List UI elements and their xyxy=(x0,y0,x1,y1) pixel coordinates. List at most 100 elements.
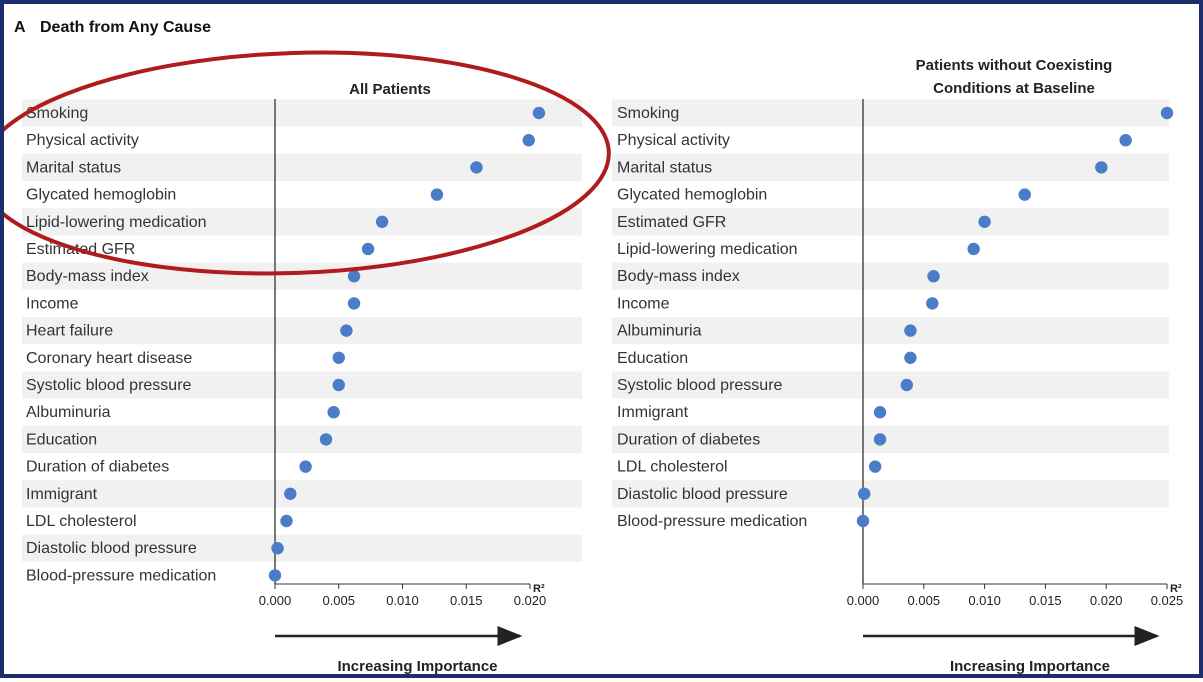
data-point xyxy=(1160,106,1174,120)
data-point xyxy=(347,297,361,310)
category-label: Glycated hemoglobin xyxy=(26,187,176,204)
panel-without-coexisting-conditions: Patients without Coexisting Conditions at… xyxy=(612,57,1183,675)
x-axis-label: R² xyxy=(533,583,545,595)
category-label: Immigrant xyxy=(617,404,689,421)
panel-title: All Patients xyxy=(349,81,431,98)
x-tick-label: 0.020 xyxy=(514,593,547,608)
row-band xyxy=(612,99,1169,127)
row-band xyxy=(22,480,582,508)
category-label: Systolic blood pressure xyxy=(26,377,192,394)
category-label: Physical activity xyxy=(26,132,139,149)
data-point xyxy=(532,106,546,120)
category-label: Marital status xyxy=(26,159,121,176)
x-tick-label: 0.000 xyxy=(259,593,292,608)
category-label: Estimated GFR xyxy=(617,214,726,231)
data-point xyxy=(361,242,375,256)
row-band xyxy=(22,262,582,290)
category-label: Duration of diabetes xyxy=(617,431,760,448)
data-point xyxy=(1095,161,1108,174)
data-point xyxy=(284,487,297,500)
data-point xyxy=(299,460,312,473)
x-tick-label: 0.015 xyxy=(1029,593,1062,608)
data-point xyxy=(470,161,483,174)
row-band xyxy=(612,480,1169,508)
data-point xyxy=(280,514,293,528)
category-label: Diastolic blood pressure xyxy=(26,540,197,557)
data-point xyxy=(967,242,980,256)
row-band xyxy=(22,99,582,127)
data-point xyxy=(1018,188,1031,201)
category-label: Glycated hemoglobin xyxy=(617,187,767,204)
data-point xyxy=(347,270,361,283)
row-band xyxy=(612,153,1169,181)
panel-title-line: Patients without Coexisting xyxy=(916,57,1113,74)
category-label: Blood-pressure medication xyxy=(26,567,216,584)
x-tick-label: 0.005 xyxy=(908,593,941,608)
row-band xyxy=(22,317,582,345)
data-point xyxy=(904,324,917,337)
x-axis-label: R² xyxy=(1170,583,1182,595)
data-point xyxy=(868,460,882,473)
x-tick-label: 0.010 xyxy=(386,593,419,608)
row-band xyxy=(612,317,1169,345)
category-label: Education xyxy=(26,431,97,448)
data-point xyxy=(332,378,345,392)
data-point xyxy=(978,215,991,228)
figure-panel-letter: A xyxy=(14,19,26,36)
row-band xyxy=(22,371,582,399)
category-label: Marital status xyxy=(617,159,712,176)
category-label: Income xyxy=(26,295,79,312)
category-label: Education xyxy=(617,350,688,367)
data-point xyxy=(856,514,870,528)
x-tick-label: 0.020 xyxy=(1090,593,1123,608)
category-label: Heart failure xyxy=(26,323,113,340)
row-band xyxy=(612,371,1169,399)
data-point xyxy=(319,433,333,446)
row-band xyxy=(22,534,582,562)
data-point xyxy=(858,487,871,500)
row-band xyxy=(612,262,1169,290)
data-point xyxy=(268,569,282,582)
x-tick-label: 0.000 xyxy=(847,593,880,608)
category-label: Lipid-lowering medication xyxy=(26,214,207,231)
importance-label: Increasing Importance xyxy=(337,658,497,675)
chart-canvas: A Death from Any Cause All Patients 0.000… xyxy=(4,19,1183,675)
highlight-ellipse xyxy=(4,50,611,276)
data-point xyxy=(430,188,444,201)
category-label: Systolic blood pressure xyxy=(617,377,783,394)
row-band xyxy=(22,153,582,181)
category-label: Body-mass index xyxy=(26,268,149,285)
panel-title: Patients without Coexisting Conditions at… xyxy=(916,57,1113,97)
data-point xyxy=(873,406,887,419)
panel-title-line: Conditions at Baseline xyxy=(933,80,1095,97)
row-band xyxy=(612,208,1169,236)
data-point xyxy=(926,297,939,310)
category-label: Income xyxy=(617,295,670,312)
data-point xyxy=(375,215,389,228)
data-point xyxy=(522,134,535,147)
category-label: Lipid-lowering medication xyxy=(617,241,798,258)
category-label: Duration of diabetes xyxy=(26,459,169,476)
figure-title: Death from Any Cause xyxy=(40,19,211,36)
x-tick-label: 0.005 xyxy=(322,593,355,608)
x-tick-label: 0.010 xyxy=(968,593,1001,608)
category-label: Albuminuria xyxy=(26,404,111,421)
data-point xyxy=(327,406,340,419)
data-point xyxy=(1119,134,1132,147)
category-label: Smoking xyxy=(26,105,88,122)
data-point xyxy=(904,351,917,364)
row-band xyxy=(22,425,582,453)
data-point xyxy=(340,324,353,337)
data-point xyxy=(873,433,887,446)
data-point xyxy=(900,378,913,392)
category-label: Coronary heart disease xyxy=(26,350,192,367)
row-band xyxy=(22,208,582,236)
category-label: Diastolic blood pressure xyxy=(617,486,788,503)
data-point xyxy=(271,542,284,555)
data-point xyxy=(332,351,345,364)
category-label: Physical activity xyxy=(617,132,730,149)
category-label: LDL cholesterol xyxy=(617,459,728,476)
importance-label: Increasing Importance xyxy=(950,658,1110,675)
